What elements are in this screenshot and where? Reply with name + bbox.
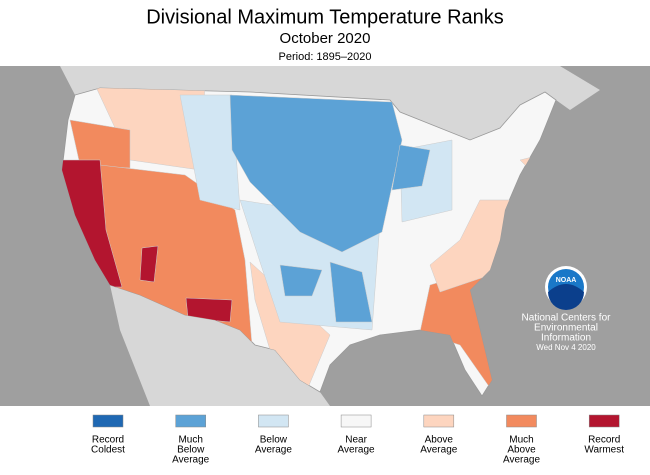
subtitle: October 2020: [280, 30, 371, 47]
legend-label: Above: [507, 445, 536, 456]
credit-date: Wed Nov 4 2020: [536, 343, 596, 352]
credit: National Centers forEnvironmentalInforma…: [522, 313, 612, 352]
legend-label: Average: [420, 445, 458, 456]
title: Divisional Maximum Temperature Ranks: [146, 6, 504, 28]
legend-label: Record: [588, 435, 620, 446]
legend-label: Above: [425, 435, 454, 446]
legend-label: Average: [503, 455, 541, 466]
noaa-logo: NOAA: [545, 266, 587, 310]
region: [179, 94, 241, 211]
mexico: [110, 285, 330, 406]
credit-line: National Centers for: [522, 313, 612, 324]
legend-label: Average: [172, 455, 210, 466]
legend-swatch: [175, 414, 206, 428]
region: [139, 245, 159, 283]
legend-swatch: [423, 414, 455, 428]
logo-text: NOAA: [556, 277, 577, 284]
region: [329, 261, 373, 323]
region: [279, 264, 323, 297]
region: [229, 94, 403, 253]
legend-swatch: [588, 414, 620, 428]
credit-line: Environmental: [534, 323, 598, 334]
region: [69, 119, 131, 169]
legend-swatch: [506, 414, 537, 428]
legend-swatch: [258, 414, 289, 428]
logo-wave: [548, 284, 584, 310]
legend-label: Much: [509, 435, 533, 446]
legend-label: Below: [260, 435, 288, 446]
period: Period: 1895–2020: [279, 51, 372, 63]
legend-swatch: [92, 414, 124, 428]
legend-swatch: [340, 414, 372, 428]
legend-label: Below: [177, 445, 205, 456]
legend-label: Coldest: [91, 445, 125, 456]
legend-label: Average: [255, 445, 293, 456]
region: [391, 144, 431, 191]
legend-label: Record: [92, 435, 124, 446]
map: [0, 66, 650, 406]
legend-label: Warmest: [584, 445, 624, 456]
legend-label: Near: [345, 435, 367, 446]
credit-line: Information: [541, 333, 591, 344]
legend-label: Average: [338, 445, 376, 456]
canada: [0, 66, 600, 140]
region: [185, 297, 233, 323]
legend: RecordColdestMuchBelowAverageBelowAverag…: [91, 414, 624, 466]
legend-label: Much: [178, 435, 202, 446]
